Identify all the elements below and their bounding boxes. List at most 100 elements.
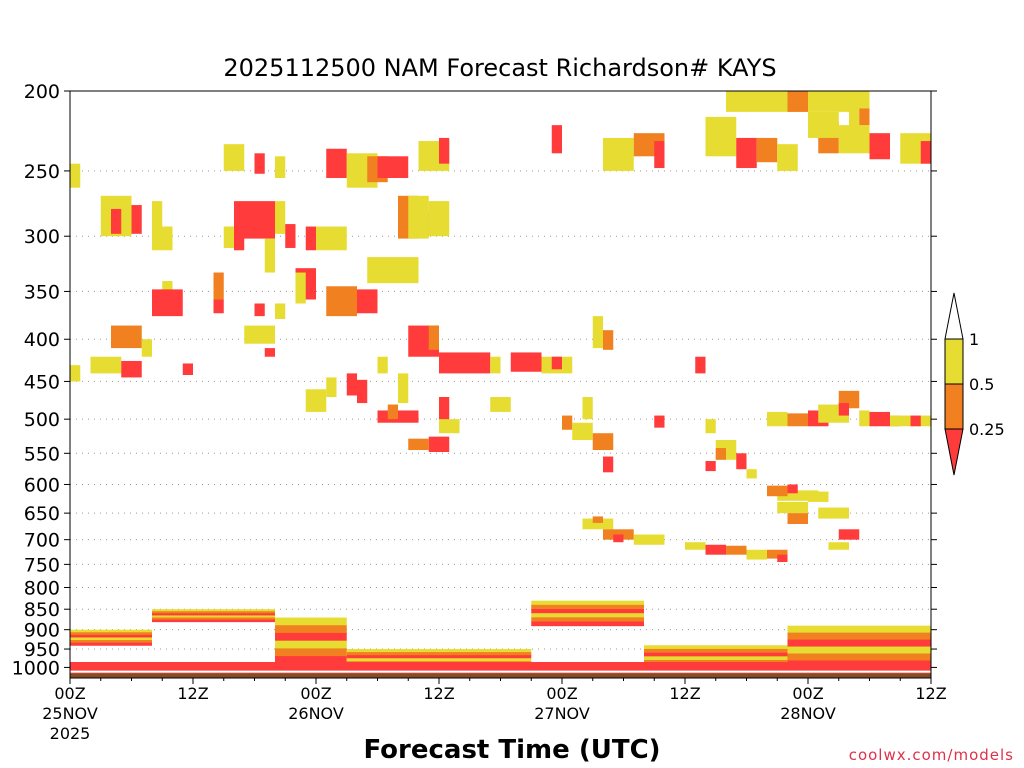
ri-upper-cell-16 — [777, 144, 798, 171]
ri-cell-55 — [551, 356, 562, 370]
y-tick-label-400: 400 — [24, 329, 60, 351]
ri-cell-20 — [428, 201, 450, 237]
x-tick-date-4: 27NOV — [534, 704, 590, 723]
ri-cell-52 — [490, 356, 501, 374]
ri-top-cell-3 — [849, 91, 870, 109]
ri-upper-cell-12 — [654, 141, 665, 169]
ri-cell-51 — [439, 352, 491, 374]
y-tick-label-500: 500 — [24, 409, 60, 431]
colorbar-label-1: 1 — [969, 330, 979, 349]
ri-cell-86 — [777, 501, 808, 514]
x-tick-label-2: 00Z — [300, 684, 331, 703]
boundary-layer-row — [70, 642, 152, 646]
colorbar-orange — [944, 383, 964, 430]
boundary-layer-row — [70, 634, 152, 638]
boundary-layer-row — [70, 629, 152, 633]
x-tick-label-7: 12Z — [915, 684, 946, 703]
ri-top-cell-2 — [808, 111, 839, 138]
ri-cell-70 — [736, 453, 747, 470]
ri-cell-87 — [787, 513, 808, 524]
boundary-layer-row — [152, 615, 275, 618]
ri-cell-65 — [705, 419, 716, 434]
colorbar-label-0.25: 0.25 — [969, 420, 1005, 439]
boundary-layer-row — [346, 658, 532, 662]
y-tick-label-900: 900 — [24, 620, 60, 642]
ri-cell-15 — [295, 272, 306, 304]
ri-cell-53 — [510, 352, 542, 372]
ri-cell-36 — [264, 348, 275, 357]
boundary-layer-row — [531, 600, 644, 606]
boundary-layer-row — [531, 621, 644, 627]
colorbar: 0.25 0.5 1 — [944, 292, 1005, 476]
y-tick-label-650: 650 — [24, 503, 60, 525]
ri-cell-43 — [387, 404, 398, 420]
chart-title: 2025112500 NAM Forecast Richardson# KAYS — [223, 54, 776, 82]
ri-cell-30 — [90, 356, 122, 374]
boundary-layer-row — [275, 617, 347, 626]
plot-frame — [69, 90, 932, 679]
y-tick-label-350: 350 — [24, 281, 60, 303]
ri-cell-13 — [316, 226, 347, 251]
colorbar-top-arrow — [944, 292, 964, 340]
ri-cell-17 — [357, 289, 378, 314]
ri-upper-cell-15 — [756, 137, 778, 163]
ri-cell-77 — [838, 403, 849, 416]
ri-cell-69 — [715, 448, 726, 460]
ri-cell-57 — [562, 415, 573, 430]
ri-upper-cell-21 — [920, 141, 931, 164]
ri-cell-84 — [767, 485, 788, 497]
ri-upper-cell-14 — [736, 137, 757, 169]
ri-cell-33 — [141, 339, 152, 357]
colorbar-label-0.5: 0.5 — [969, 375, 994, 394]
boundary-layer-row — [531, 617, 644, 623]
ri-cell-93 — [592, 516, 603, 523]
ri-cell-98 — [705, 544, 726, 555]
ground-fill — [70, 673, 931, 678]
boundary-layer-row — [70, 640, 152, 644]
y-tick-label-450: 450 — [24, 371, 60, 393]
ri-cell-25 — [213, 272, 224, 300]
boundary-layer-row — [644, 648, 788, 654]
ri-cell-94 — [603, 529, 634, 540]
ri-cell-39 — [346, 373, 357, 396]
ri-cell-40 — [357, 379, 368, 404]
ri-cell-82 — [910, 415, 921, 427]
credit-text: coolwx.com/models — [848, 746, 1014, 764]
x-tick-date-2: 26NOV — [288, 704, 344, 723]
x-tick-label-0: 00Z — [54, 684, 85, 703]
y-tick-label-600: 600 — [24, 474, 60, 496]
ri-cell-8 — [234, 201, 275, 239]
ri-cell-90 — [838, 529, 860, 540]
ri-cell-12 — [305, 226, 316, 251]
boundary-layer-band-4 — [531, 600, 644, 627]
boundary-layer-row — [152, 611, 275, 614]
ri-cell-28 — [275, 303, 286, 319]
boundary-layer-row — [531, 613, 644, 618]
ri-cell-64 — [654, 415, 665, 428]
ri-cell-59 — [592, 433, 614, 451]
ri-cell-88 — [808, 491, 829, 502]
boundary-layer-row — [531, 604, 644, 610]
ri-cell-73 — [787, 413, 808, 427]
x-tick-label-1: 12Z — [177, 684, 208, 703]
richardson-cells — [70, 91, 931, 668]
boundary-layer-row — [787, 646, 931, 655]
ri-cell-95 — [613, 534, 624, 543]
ri-cell-7 — [223, 226, 234, 248]
y-tick-label-550: 550 — [24, 443, 60, 465]
x-tick-date-0: 25NOV — [42, 704, 98, 723]
ri-cell-11 — [285, 224, 296, 248]
ri-cell-58 — [572, 422, 593, 441]
boundary-layer-row — [787, 632, 931, 641]
ri-top-cell-1 — [787, 91, 808, 112]
ri-upper-cell-9 — [551, 125, 562, 154]
ri-cell-96 — [633, 534, 665, 545]
y-tick-label-250: 250 — [24, 161, 60, 183]
ri-upper-cell-23 — [859, 105, 870, 126]
ri-cell-91 — [828, 542, 849, 550]
boundary-layer-row — [787, 653, 931, 661]
ri-cell-72 — [767, 411, 788, 427]
ri-cell-31 — [111, 325, 142, 349]
